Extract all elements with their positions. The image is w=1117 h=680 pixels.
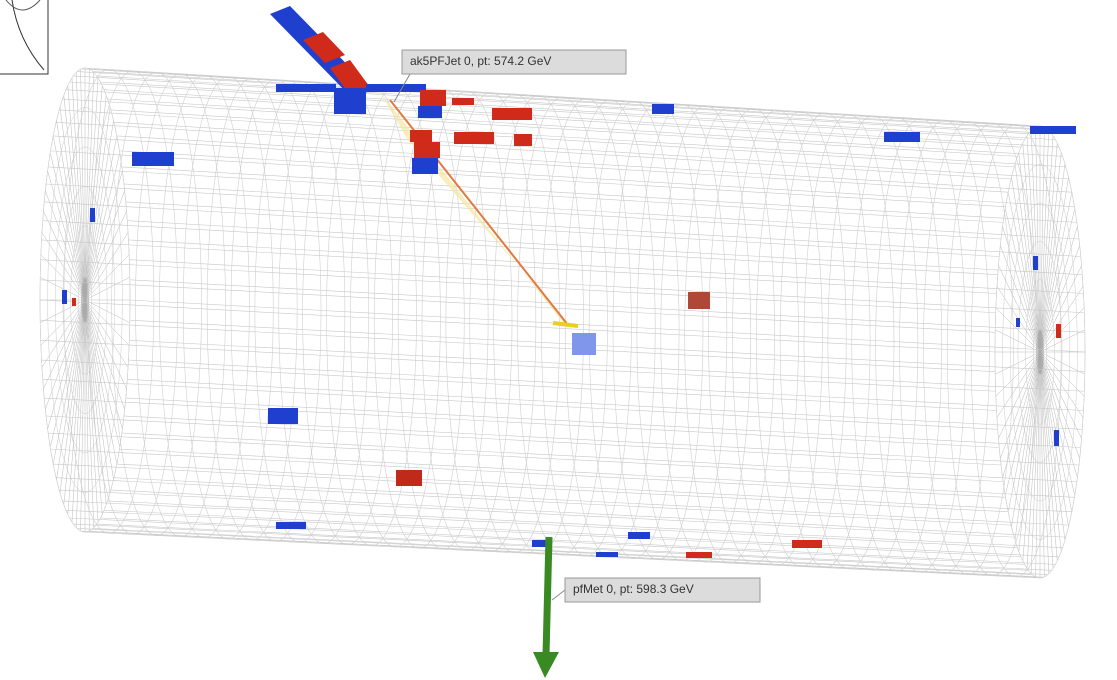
- tower: [652, 104, 674, 114]
- tower: [628, 532, 650, 539]
- tower: [686, 552, 712, 558]
- tower: [1033, 256, 1038, 270]
- background: [0, 0, 1117, 680]
- tower: [1054, 430, 1059, 446]
- tower: [492, 108, 532, 120]
- tower: [1016, 318, 1020, 327]
- tower: [414, 142, 440, 158]
- tower: [72, 298, 76, 306]
- tower: [884, 132, 920, 142]
- tower: [62, 290, 67, 304]
- tower: [688, 292, 710, 309]
- tower: [596, 552, 618, 557]
- met-callout: pfMet 0, pt: 598.3 GeV: [552, 578, 760, 602]
- tower: [90, 208, 95, 222]
- tower: [412, 158, 438, 174]
- tower: [396, 470, 422, 486]
- tower: [276, 84, 336, 92]
- tower: [410, 130, 432, 142]
- tower: [452, 98, 474, 105]
- event-display: ak5PFJet 0, pt: 574.2 GeV pfMet 0, pt: 5…: [0, 0, 1117, 680]
- tower: [276, 522, 306, 529]
- tower: [514, 134, 532, 146]
- jet-label: ak5PFJet 0, pt: 574.2 GeV: [410, 54, 551, 68]
- tower: [454, 132, 494, 144]
- tower: [334, 88, 366, 114]
- tower: [418, 106, 442, 118]
- met-label: pfMet 0, pt: 598.3 GeV: [573, 582, 694, 596]
- tower: [1056, 324, 1061, 338]
- tower: [572, 333, 596, 355]
- tower: [366, 84, 426, 92]
- page: {"labels": [{"text": "ak5PFJet 0, pt: 57…: [0, 0, 1117, 680]
- tower: [420, 90, 446, 106]
- tower: [1030, 126, 1076, 134]
- tower: [792, 540, 822, 548]
- tower: [268, 408, 298, 424]
- tower: [132, 152, 174, 166]
- met-arrow-shaft: [546, 537, 549, 655]
